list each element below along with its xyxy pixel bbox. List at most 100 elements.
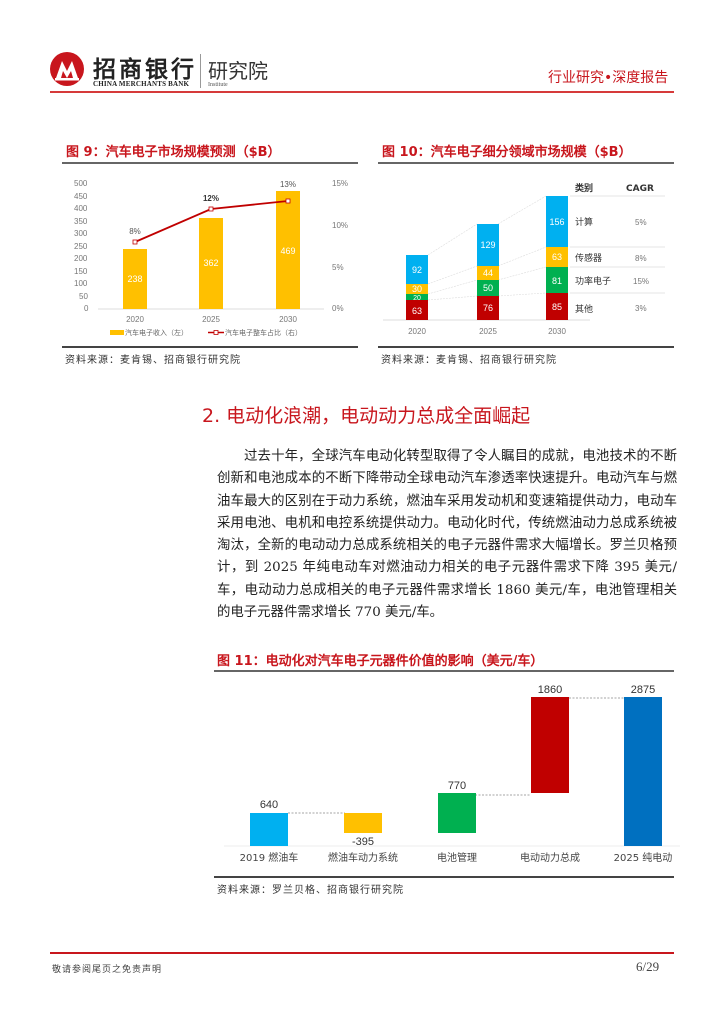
- figure10-bar-2020: 92 30 20 63: [406, 255, 428, 320]
- svg-text:8%: 8%: [129, 227, 141, 236]
- figure10-source: 资料来源：麦肯锡、招商银行研究院: [381, 355, 557, 366]
- svg-text:2025: 2025: [479, 327, 497, 336]
- svg-text:76: 76: [483, 303, 493, 313]
- svg-text:汽车电子整车占比（右）: 汽车电子整车占比（右）: [225, 328, 302, 337]
- svg-text:2875: 2875: [631, 684, 655, 696]
- svg-text:10%: 10%: [332, 221, 348, 230]
- svg-text:1860: 1860: [538, 684, 562, 696]
- svg-text:30: 30: [412, 284, 422, 294]
- svg-text:640: 640: [260, 799, 278, 811]
- figure10-cagr-table: 类别 CAGR 计算 5% 传感器 8% 功率电子 15% 其他 3%: [570, 182, 665, 315]
- section-heading: 2. 电动化浪潮，电动动力总成全面崛起: [202, 405, 531, 427]
- figure11-top-rule: [214, 670, 674, 672]
- brand-name-cn: 招商银行: [93, 56, 197, 83]
- svg-text:81: 81: [552, 276, 562, 286]
- waterfall-bar-ice-powertrain: [344, 813, 382, 833]
- svg-text:2020: 2020: [408, 327, 426, 336]
- institute-name-en: Institute: [208, 82, 228, 88]
- svg-text:燃油车动力系统: 燃油车动力系统: [328, 851, 398, 864]
- svg-text:362: 362: [203, 258, 218, 268]
- figure10-bar-2030: 156 63 81 85: [546, 196, 568, 320]
- figure9-legend: 汽车电子收入（左） 汽车电子整车占比（右）: [110, 328, 302, 337]
- figure9-left-axis: 500 450 400 350 300 250 200 150 100 50 0: [74, 179, 89, 313]
- svg-text:129: 129: [480, 240, 495, 250]
- figure10-chart: 92 30 20 63 129 44 50 76 156 63 81 85 20…: [383, 182, 665, 336]
- disclaimer-link[interactable]: 敬请参阅尾页之免责声明: [52, 965, 163, 975]
- figure11-waterfall-chart: 640 -395 770 1860 2875 2019 燃油车 燃油车动力系统 …: [224, 684, 680, 864]
- svg-text:电池管理: 电池管理: [437, 851, 477, 864]
- report-type: 行业研究•深度报告: [548, 70, 669, 86]
- waterfall-bar-2025-bev: [624, 697, 662, 846]
- svg-text:63: 63: [412, 306, 422, 316]
- svg-text:2030: 2030: [548, 327, 566, 336]
- svg-text:2030: 2030: [279, 315, 297, 324]
- svg-text:2019 燃油车: 2019 燃油车: [240, 851, 299, 864]
- figure9-bar-2020: [123, 249, 147, 309]
- svg-text:2025: 2025: [202, 315, 220, 324]
- section-paragraph: 过去十年，全球汽车电动化转型取得了令人瞩目的成就，电池技术的不断创新和电池成本的…: [217, 449, 677, 621]
- svg-text:400: 400: [74, 204, 88, 213]
- svg-text:350: 350: [74, 217, 88, 226]
- bank-logo-icon: [50, 52, 84, 86]
- svg-text:0%: 0%: [332, 304, 344, 313]
- svg-text:2020: 2020: [126, 315, 144, 324]
- svg-text:300: 300: [74, 229, 88, 238]
- waterfall-bar-battery-mgmt: [438, 793, 476, 833]
- svg-text:250: 250: [74, 242, 88, 251]
- figure9-right-axis: 15% 10% 5% 0%: [332, 179, 348, 313]
- figure11-bottom-rule: [214, 876, 674, 878]
- svg-text:其他: 其他: [575, 303, 593, 315]
- svg-text:-395: -395: [352, 836, 374, 848]
- figure10-bottom-rule: [378, 346, 674, 348]
- svg-text:200: 200: [74, 254, 88, 263]
- figure9-source: 资料来源：麦肯锡、招商银行研究院: [65, 355, 241, 366]
- svg-text:450: 450: [74, 192, 88, 201]
- figure9-title: 图 9：汽车电子市场规模预测（$B）: [66, 145, 281, 160]
- figure10-bar-2025: 129 44 50 76: [477, 224, 499, 320]
- header-divider: [50, 91, 674, 93]
- svg-text:156: 156: [549, 217, 564, 227]
- waterfall-bar-2019-ice: [250, 813, 288, 846]
- svg-text:5%: 5%: [635, 218, 647, 227]
- svg-text:63: 63: [552, 252, 562, 262]
- svg-text:5%: 5%: [332, 263, 344, 272]
- svg-text:12%: 12%: [203, 194, 219, 203]
- svg-text:469: 469: [280, 246, 295, 256]
- svg-text:238: 238: [127, 274, 142, 284]
- page-number: 6/29: [636, 959, 660, 974]
- svg-text:汽车电子收入（左）: 汽车电子收入（左）: [125, 328, 188, 337]
- svg-text:85: 85: [552, 302, 562, 312]
- svg-text:44: 44: [483, 268, 493, 278]
- figure10-title: 图 10：汽车电子细分领域市场规模（$B）: [382, 145, 632, 160]
- svg-text:0: 0: [84, 304, 89, 313]
- figure9-top-rule: [62, 162, 358, 164]
- figure11-title: 图 11：电动化对汽车电子元器件价值的影响（美元/车）: [217, 654, 544, 669]
- svg-text:计算: 计算: [575, 216, 593, 228]
- svg-text:100: 100: [74, 279, 88, 288]
- figure9-bar-2030: [276, 191, 300, 309]
- svg-text:50: 50: [79, 292, 88, 301]
- svg-text:类别: 类别: [575, 182, 593, 194]
- svg-text:50: 50: [483, 283, 493, 293]
- svg-text:2025 纯电动: 2025 纯电动: [614, 851, 673, 864]
- svg-text:15%: 15%: [633, 277, 649, 286]
- svg-text:770: 770: [448, 780, 466, 792]
- figure9-bar-2025: [199, 218, 223, 309]
- svg-text:13%: 13%: [280, 180, 296, 189]
- figure9-bottom-rule: [62, 346, 358, 348]
- svg-text:电动动力总成: 电动动力总成: [520, 851, 580, 864]
- figure10-top-rule: [378, 162, 674, 164]
- svg-text:功率电子: 功率电子: [575, 275, 611, 287]
- brand-name-en: CHINA MERCHANTS BANK: [93, 80, 190, 88]
- svg-text:3%: 3%: [635, 304, 647, 313]
- svg-text:500: 500: [74, 179, 88, 188]
- svg-text:8%: 8%: [635, 254, 647, 263]
- svg-text:CAGR: CAGR: [626, 184, 654, 194]
- svg-text:20: 20: [413, 295, 421, 302]
- institute-name-cn: 研究院: [208, 59, 268, 83]
- footer-divider: [50, 952, 674, 954]
- svg-text:传感器: 传感器: [575, 252, 602, 264]
- figure9-chart: 500 450 400 350 300 250 200 150 100 50 0…: [74, 179, 348, 337]
- brand-divider: [200, 54, 201, 88]
- figure11-source: 资料来源：罗兰贝格、招商银行研究院: [217, 885, 404, 896]
